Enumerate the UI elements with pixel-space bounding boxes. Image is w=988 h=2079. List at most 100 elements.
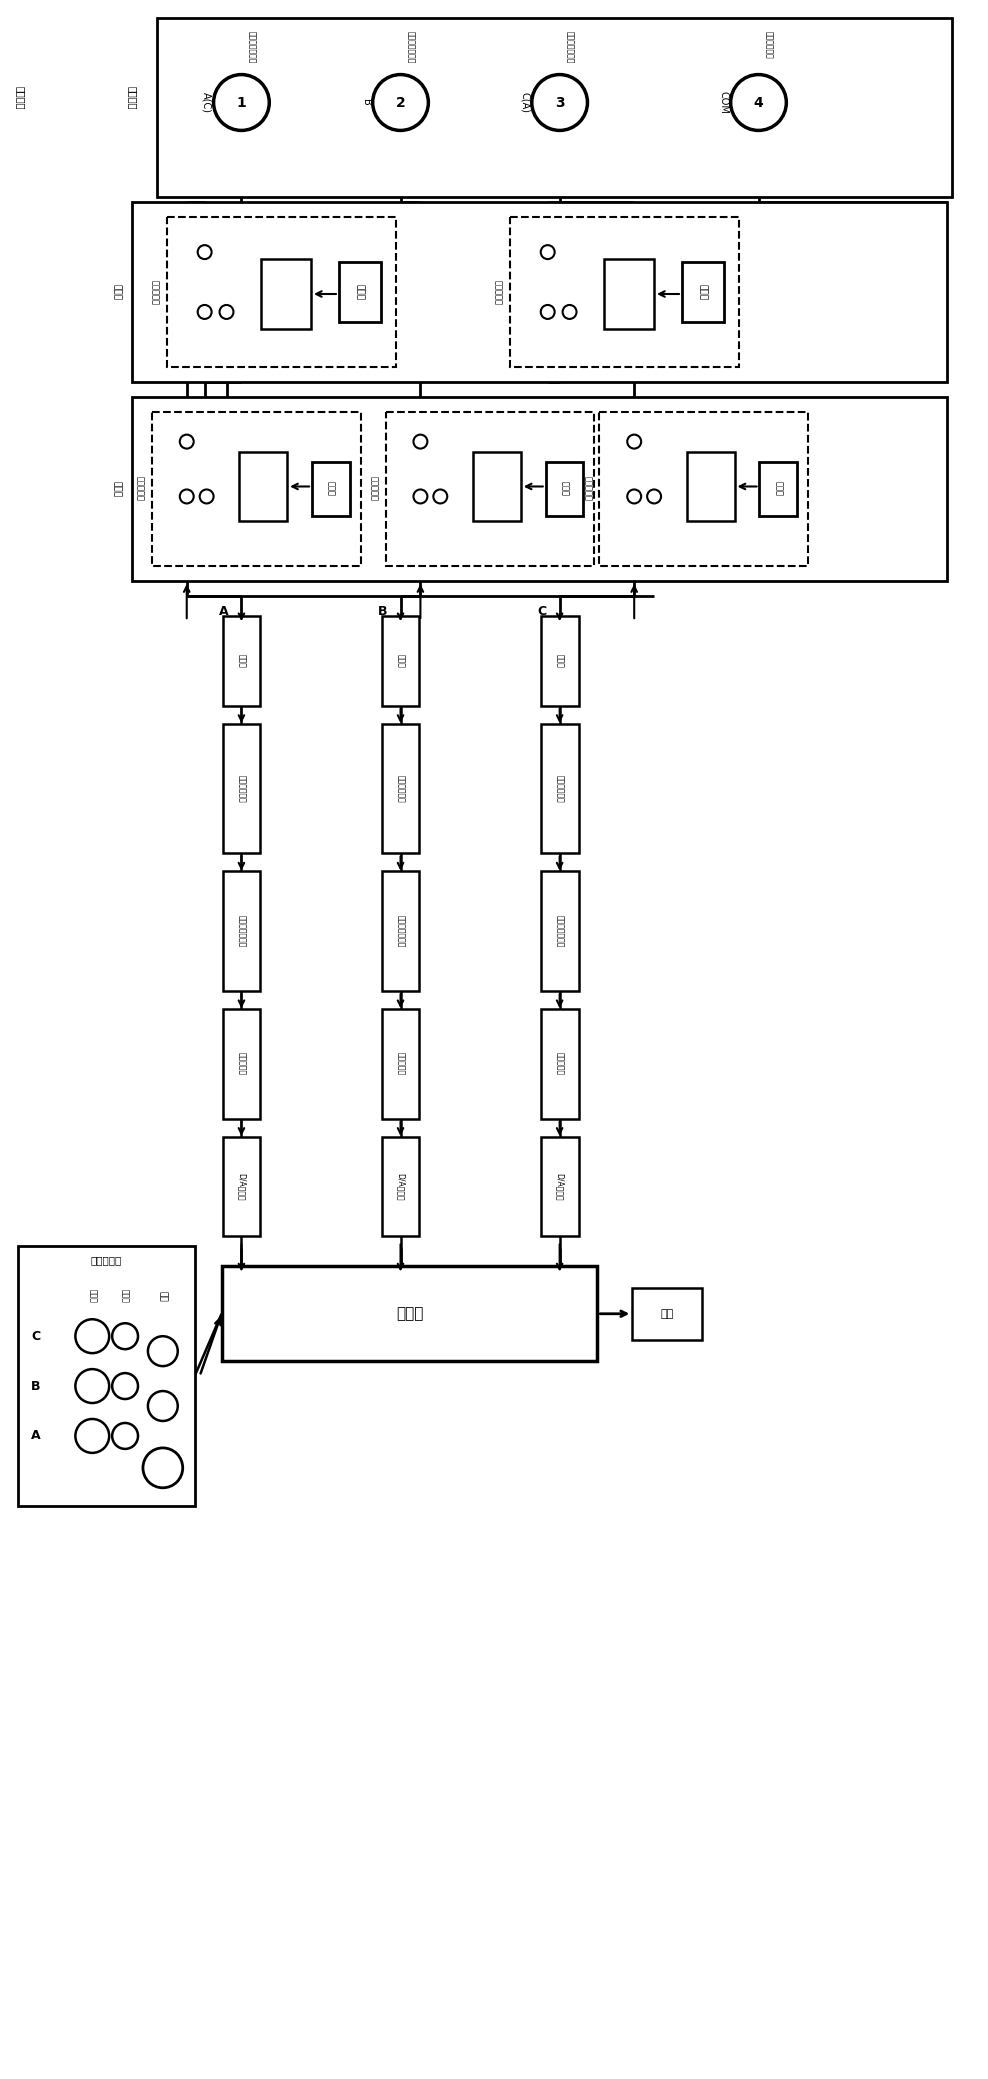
Bar — [682, 262, 723, 322]
Circle shape — [75, 1320, 110, 1353]
Text: C: C — [31, 1331, 41, 1343]
Circle shape — [113, 1322, 138, 1349]
Bar — [222, 723, 260, 854]
Bar — [167, 216, 395, 366]
Text: 2: 2 — [395, 96, 405, 110]
Text: D/A转换器: D/A转换器 — [237, 1173, 246, 1200]
Bar — [222, 615, 260, 707]
Circle shape — [647, 489, 661, 503]
Circle shape — [198, 306, 211, 318]
Text: A: A — [218, 605, 228, 617]
Bar — [239, 451, 288, 522]
Bar — [152, 412, 361, 565]
Circle shape — [540, 306, 554, 318]
Bar — [312, 462, 350, 516]
Text: 状态指示灯: 状态指示灯 — [91, 1256, 122, 1266]
Bar — [381, 615, 420, 707]
Bar — [18, 1247, 195, 1505]
Text: 第四继电器: 第四继电器 — [150, 279, 159, 304]
Bar — [540, 1137, 579, 1237]
Circle shape — [434, 489, 448, 503]
Text: 逆相序: 逆相序 — [121, 1289, 129, 1304]
Text: B: B — [377, 605, 387, 617]
Text: 信号发生器: 信号发生器 — [237, 1052, 246, 1075]
Bar — [545, 462, 584, 516]
Circle shape — [200, 489, 213, 503]
Text: 控制量放大电路: 控制量放大电路 — [237, 915, 246, 948]
Text: 功率放大电路: 功率放大电路 — [555, 775, 564, 802]
Text: 升压器: 升压器 — [396, 655, 405, 667]
Text: 正相序: 正相序 — [88, 1289, 97, 1304]
Text: 第二套被测端子: 第二套被测端子 — [406, 31, 415, 62]
Text: 信号发生器: 信号发生器 — [396, 1052, 405, 1075]
Text: 功率放大电路: 功率放大电路 — [396, 775, 405, 802]
Text: 电源: 电源 — [660, 1310, 674, 1318]
Bar — [132, 202, 947, 383]
Bar — [473, 451, 521, 522]
Text: 接线端子: 接线端子 — [127, 85, 137, 110]
Circle shape — [113, 1372, 138, 1399]
Circle shape — [75, 1420, 110, 1453]
Bar — [540, 1008, 579, 1119]
Text: B: B — [31, 1380, 41, 1393]
Circle shape — [213, 75, 270, 131]
Text: 单片机: 单片机 — [699, 285, 707, 299]
Text: 第三套被测端子: 第三套被测端子 — [565, 31, 574, 62]
Circle shape — [148, 1337, 178, 1366]
Bar — [600, 412, 808, 565]
Bar — [132, 397, 947, 582]
Bar — [157, 19, 952, 198]
Text: D/A转换器: D/A转换器 — [555, 1173, 564, 1200]
Bar — [261, 260, 311, 328]
Text: 第二继电器: 第二继电器 — [370, 476, 378, 501]
Circle shape — [627, 435, 641, 449]
Text: 单片机: 单片机 — [774, 482, 782, 497]
Text: 1: 1 — [236, 96, 246, 110]
Text: 第一套被测端子: 第一套被测端子 — [247, 31, 256, 62]
Bar — [540, 871, 579, 992]
Text: 接线端子: 接线端子 — [16, 85, 26, 110]
Circle shape — [75, 1370, 110, 1403]
Circle shape — [627, 489, 641, 503]
Circle shape — [372, 75, 429, 131]
Circle shape — [198, 245, 211, 260]
Bar — [381, 871, 420, 992]
Text: 信号发生器: 信号发生器 — [555, 1052, 564, 1075]
Text: C: C — [537, 605, 546, 617]
Bar — [222, 1137, 260, 1237]
Text: 第一继电器: 第一继电器 — [135, 476, 144, 501]
Text: 第三继电器: 第三继电器 — [583, 476, 592, 501]
Circle shape — [219, 306, 233, 318]
Circle shape — [413, 489, 428, 503]
Text: 单片机: 单片机 — [326, 482, 335, 497]
Bar — [760, 462, 797, 516]
Text: 控制量放大电路: 控制量放大电路 — [555, 915, 564, 948]
Bar — [222, 871, 260, 992]
Bar — [381, 1008, 420, 1119]
Bar — [632, 1287, 701, 1339]
Text: 单片机: 单片机 — [396, 1306, 423, 1322]
Bar — [222, 1008, 260, 1119]
Text: 控制量放大电路: 控制量放大电路 — [396, 915, 405, 948]
Circle shape — [180, 435, 194, 449]
Bar — [687, 451, 735, 522]
Text: 功率放大电路: 功率放大电路 — [237, 775, 246, 802]
Bar — [385, 412, 595, 565]
Text: 4: 4 — [754, 96, 764, 110]
Text: B: B — [361, 100, 370, 106]
Text: 第五继电器: 第五继电器 — [493, 279, 503, 304]
Bar — [540, 615, 579, 707]
Circle shape — [113, 1422, 138, 1449]
Text: 升压器: 升压器 — [237, 655, 246, 667]
Text: 继电器: 继电器 — [113, 480, 122, 497]
Circle shape — [532, 75, 588, 131]
Circle shape — [731, 75, 786, 131]
Bar — [540, 723, 579, 854]
Text: C(A): C(A) — [520, 91, 530, 112]
Bar — [605, 260, 654, 328]
Bar — [510, 216, 739, 366]
Bar — [221, 1266, 598, 1362]
Circle shape — [143, 1447, 183, 1489]
Bar — [381, 723, 420, 854]
Text: 3: 3 — [555, 96, 564, 110]
